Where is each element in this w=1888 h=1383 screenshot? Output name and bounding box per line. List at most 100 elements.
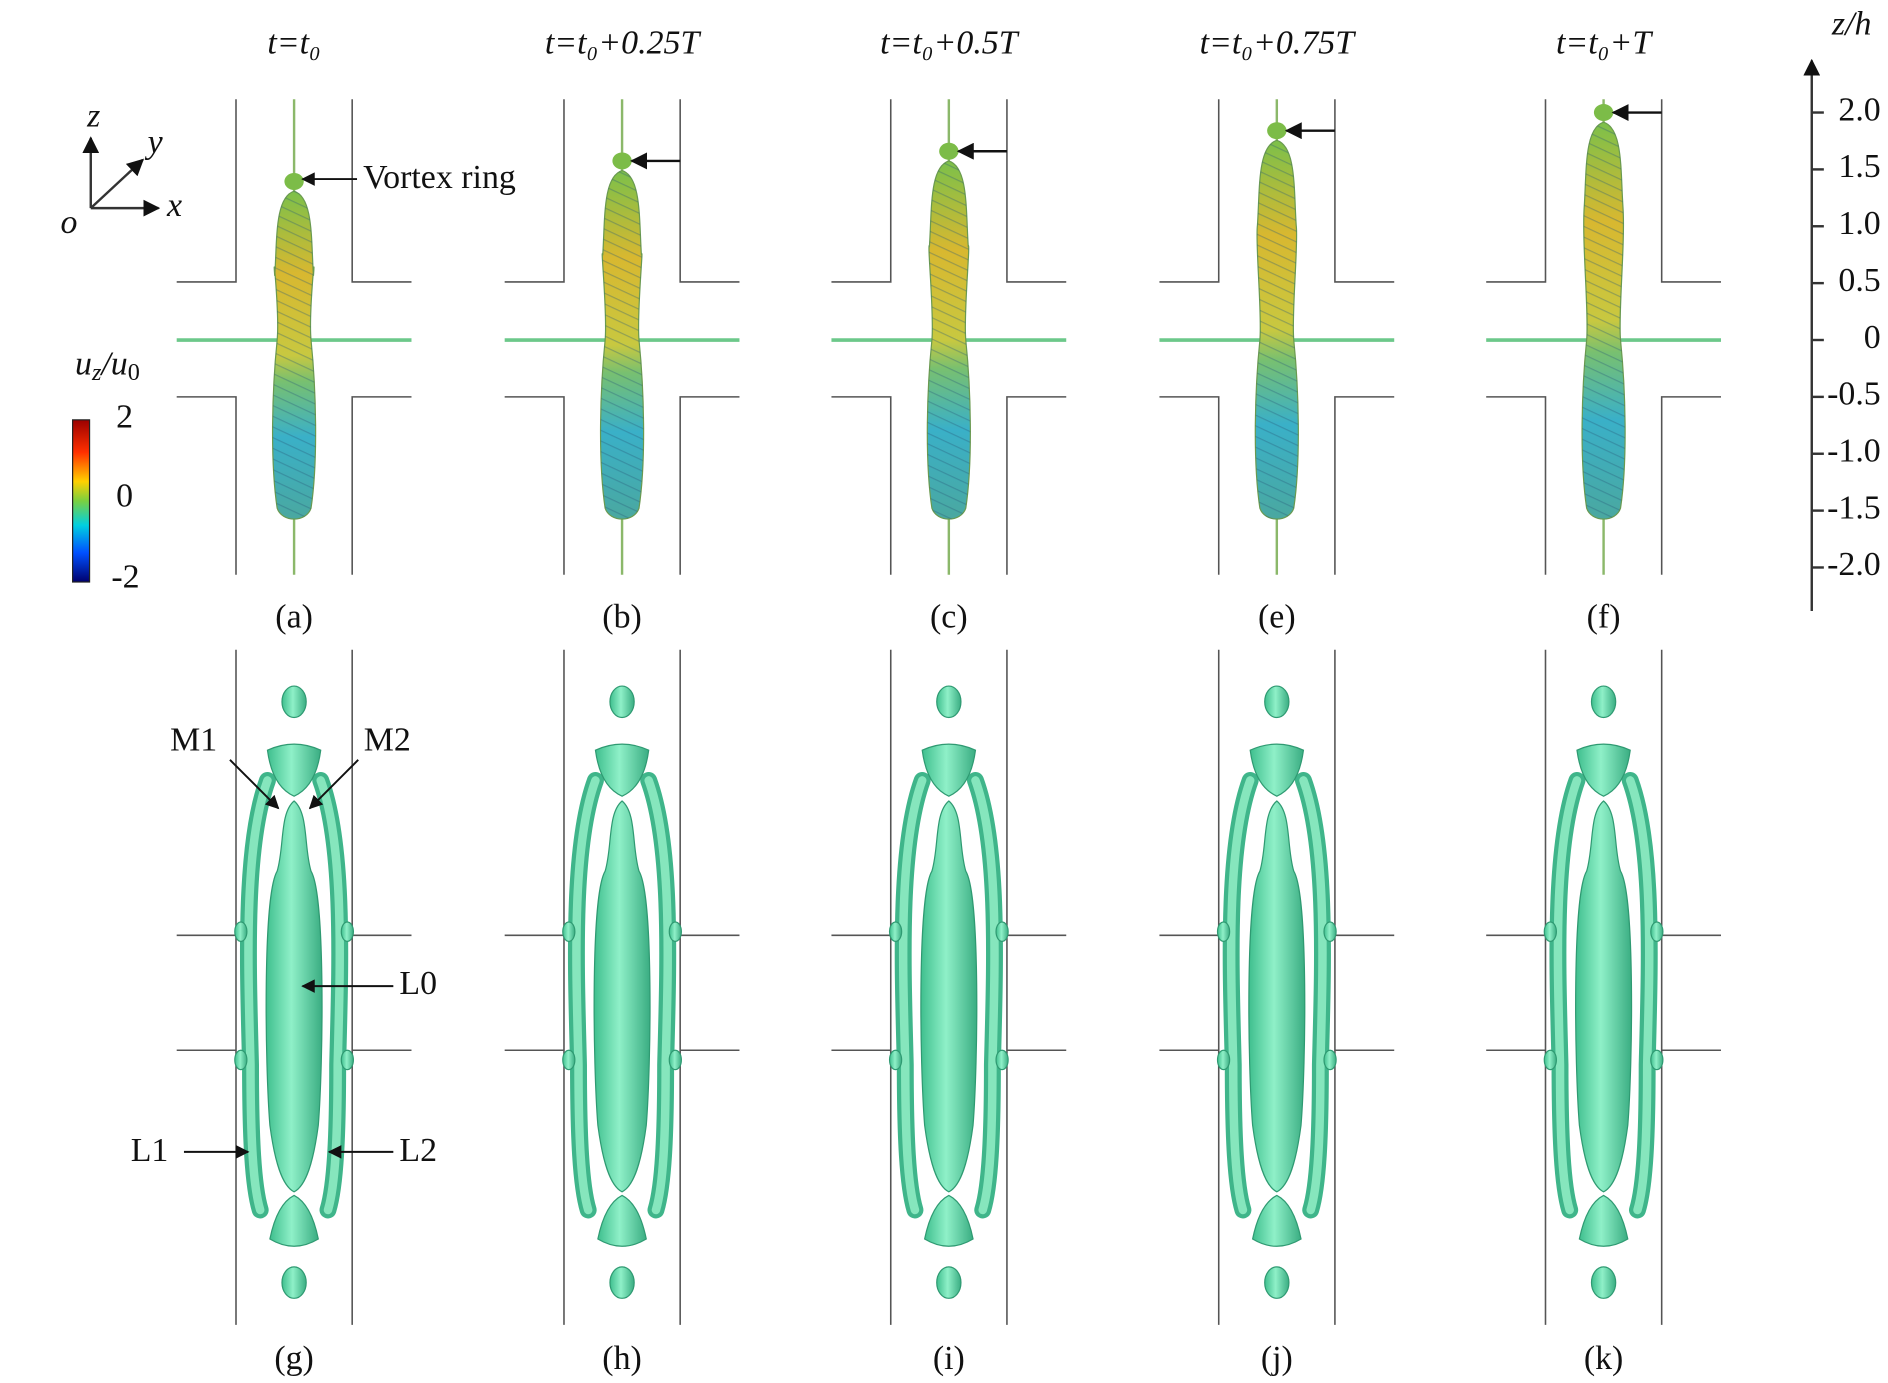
z-tick-label: 2.0	[1838, 91, 1880, 128]
annotation: M1	[170, 722, 217, 759]
panel-label: (a)	[275, 598, 313, 635]
axis-y: y	[145, 124, 164, 161]
channel-outline	[504, 99, 740, 575]
column-title: t=t₀+0.5T	[880, 25, 1020, 62]
panel-label: (j)	[1261, 1340, 1293, 1377]
corner-vortex	[1216, 1049, 1231, 1071]
channel-outline	[176, 99, 412, 575]
panel-column: t=t₀+T (f) (k)	[1486, 25, 1721, 1377]
panel-column: t=t₀ (a) (g)	[176, 25, 412, 1377]
channel-outline	[1486, 99, 1721, 575]
axis-z: z	[86, 97, 100, 134]
z-tick-label: 0	[1864, 319, 1881, 356]
z-tick-label: -2.0	[1827, 546, 1881, 583]
corner-vortex	[340, 921, 354, 942]
z-tick-label: -0.5	[1827, 376, 1881, 413]
central-vortex	[920, 800, 978, 1193]
column-title: t=t₀+T	[1556, 25, 1653, 62]
channel-outline	[831, 99, 1067, 575]
z-tick-label: -1.5	[1827, 489, 1881, 526]
annotation-arrow	[229, 759, 280, 810]
channel-outline	[504, 649, 740, 1325]
side-vortex	[898, 776, 927, 1215]
side-vortex	[244, 776, 272, 1215]
end-blob	[936, 1266, 962, 1299]
channel-outline	[1159, 99, 1395, 575]
central-vortex	[265, 800, 323, 1193]
side-vortex	[1553, 776, 1582, 1215]
end-blob	[1590, 1266, 1617, 1299]
corner-vortex	[1323, 921, 1337, 942]
corner-vortex	[234, 1049, 248, 1071]
side-vortex	[971, 776, 999, 1215]
vortex-ring	[939, 142, 959, 160]
column-title: t=t₀	[267, 25, 320, 62]
column-title: t=t₀+0.25T	[545, 25, 702, 62]
vortex-helix	[927, 160, 971, 520]
z-tick-label: 0.5	[1838, 262, 1880, 299]
annotation-arrow	[308, 759, 359, 810]
channel-outline	[831, 649, 1067, 1325]
vortex-helix	[1255, 140, 1299, 520]
end-blob	[1590, 685, 1617, 719]
end-blob	[281, 685, 307, 719]
central-vortex	[1248, 800, 1306, 1193]
z-tick-label: 1.0	[1838, 205, 1880, 242]
colorbar-label: 0	[116, 477, 133, 514]
end-blob	[597, 1194, 647, 1247]
end-blob	[269, 1194, 319, 1247]
end-blob	[1264, 685, 1290, 719]
end-blob	[1578, 1194, 1629, 1247]
end-blob	[1249, 743, 1305, 797]
corner-vortex	[668, 921, 682, 942]
side-vortex	[1625, 776, 1654, 1215]
panel-column: t=t₀+0.25T (b) (h)	[504, 25, 740, 1377]
corner-vortex	[1323, 1049, 1337, 1071]
annotation: Vortex ring	[363, 159, 516, 196]
channel-outline	[176, 649, 412, 1325]
corner-vortex	[888, 921, 903, 942]
vortex-helix	[600, 170, 644, 520]
corner-vortex	[562, 1049, 576, 1071]
vortex-helix	[272, 191, 316, 520]
vortex-ring	[1593, 104, 1614, 121]
colorbar: uz/u0 2 0 -2	[72, 345, 140, 595]
side-vortex	[1299, 776, 1327, 1215]
corner-vortex	[234, 921, 248, 942]
panel-label: (k)	[1584, 1340, 1624, 1377]
end-blob	[923, 1194, 974, 1247]
column-title: t=t₀+0.75T	[1200, 25, 1357, 62]
channel-outline	[1159, 649, 1395, 1325]
channel-outline	[1486, 649, 1721, 1325]
corner-vortex	[995, 1049, 1009, 1071]
colorbar-title-part: u	[75, 345, 92, 382]
corner-vortex	[1650, 921, 1664, 942]
panel-column: t=t₀+0.75T (e) (j)	[1159, 25, 1395, 1377]
side-vortex	[316, 776, 344, 1215]
vortex-ring	[284, 173, 304, 190]
colorbar-title-part: /u	[99, 345, 127, 382]
axis-origin: o	[61, 204, 78, 241]
corner-vortex	[562, 921, 576, 942]
panel-label: (g)	[274, 1340, 314, 1377]
vortex-ring	[1267, 122, 1287, 140]
panel-label: (f)	[1587, 598, 1621, 635]
colorbar-label: 2	[116, 399, 133, 436]
annotation: M2	[364, 722, 411, 759]
end-blob	[609, 1266, 635, 1299]
colorbar-scale	[72, 419, 91, 583]
central-vortex	[1575, 800, 1633, 1193]
side-vortex	[644, 776, 672, 1215]
end-blob	[266, 743, 322, 797]
colorbar-title-part: z	[91, 358, 102, 385]
end-blob	[1251, 1194, 1302, 1247]
side-vortex	[1226, 776, 1255, 1215]
panel-label: (h)	[602, 1340, 642, 1377]
end-blob	[936, 685, 962, 719]
panel-label: (b)	[602, 598, 642, 635]
annotation: L0	[399, 965, 437, 1002]
corner-vortex	[1543, 1049, 1557, 1071]
panel-column: t=t₀+0.5T (c) (i)	[831, 25, 1067, 1377]
end-blob	[921, 743, 977, 797]
